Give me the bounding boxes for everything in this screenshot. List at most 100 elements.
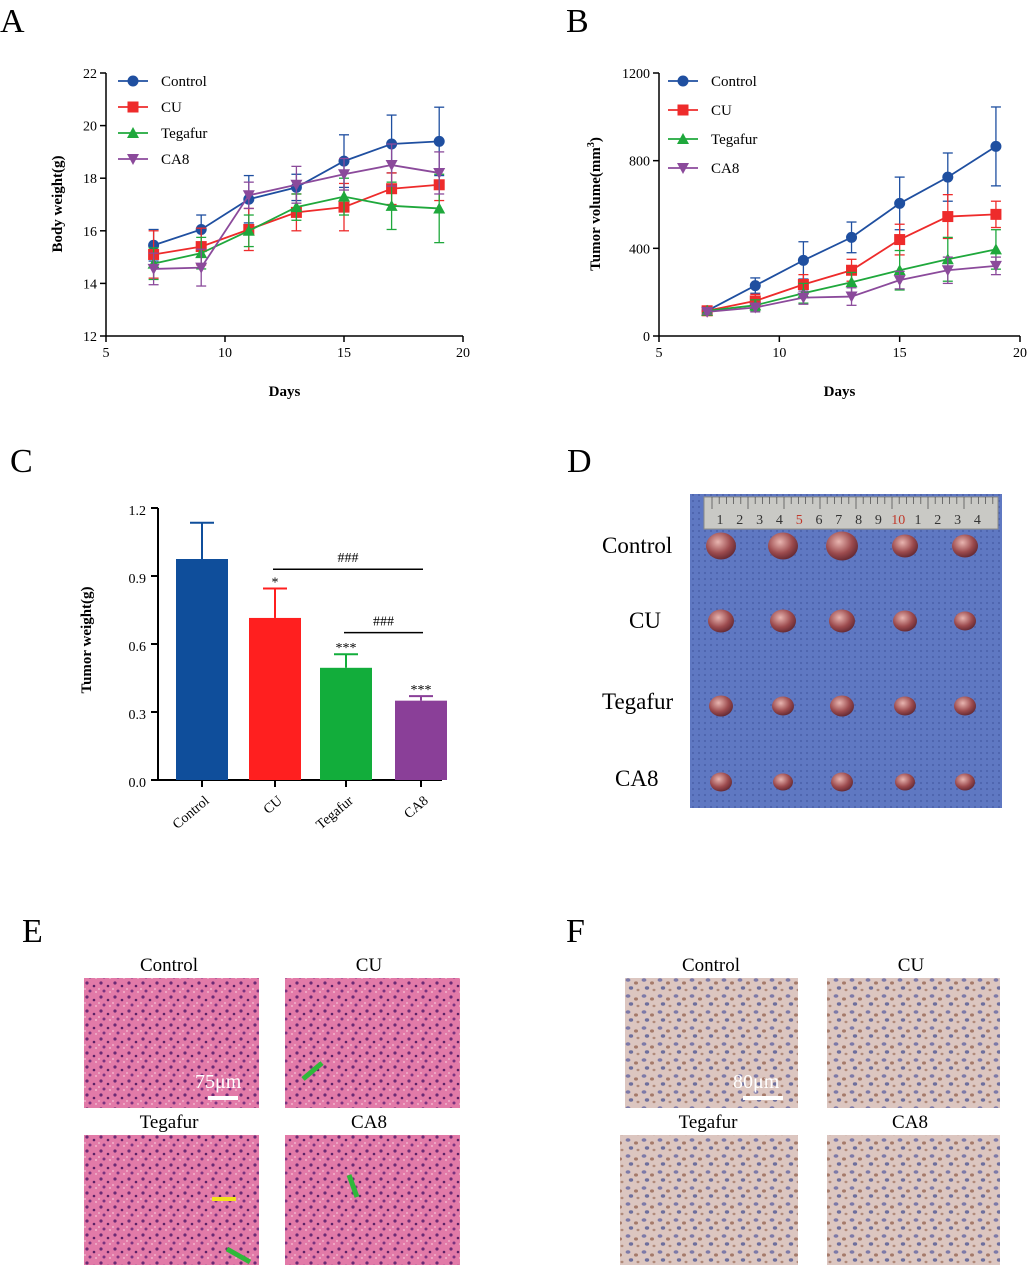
ruler-number: 3	[954, 513, 961, 528]
x-axis-title: Days	[269, 384, 301, 400]
ihc-image-tegafur	[620, 1135, 798, 1265]
legend-marker-ca8	[677, 163, 689, 174]
legend-marker-ca8	[127, 154, 139, 165]
x-axis-title: Days	[824, 384, 856, 400]
y-tick-label: 0.0	[129, 776, 147, 791]
y-axis-title: Tumor volume(mm3)	[586, 137, 604, 271]
bar-tegafur	[320, 667, 372, 780]
ruler-number: 5	[796, 513, 803, 528]
ruler-number: 8	[855, 513, 862, 528]
panel-letter-f: F	[566, 913, 585, 950]
green-arrow-cu	[301, 1061, 324, 1081]
ruler-number: 4	[974, 513, 981, 528]
legend-label-tegafur: Tegafur	[711, 132, 757, 148]
tumor-sample	[773, 773, 793, 791]
x-tick-label: 20	[456, 346, 470, 361]
chart-tumor-volume: 5 10 15 20 0 400 800 1200 Days Tumor volume(mm3) C…	[586, 67, 1027, 400]
x-tick-label: 10	[772, 346, 786, 361]
data-point-ca8	[797, 292, 810, 304]
legend-label-control: Control	[711, 74, 757, 90]
y-axis-title-end: )	[588, 137, 604, 142]
tumor-sample	[954, 696, 976, 716]
ruler-number: 1	[717, 513, 724, 528]
photo-row-label-control: Control	[602, 533, 672, 558]
data-point-cu	[990, 208, 1002, 220]
data-point-control	[433, 135, 445, 147]
ruler-number: 10	[891, 513, 905, 528]
ihc-scale-bar	[743, 1096, 783, 1100]
tumor-sample	[955, 773, 975, 791]
comparison-label: ###	[338, 551, 359, 566]
ihc-title-cu: CU	[898, 955, 925, 976]
data-point-tegafur	[385, 199, 398, 211]
data-point-cu	[846, 264, 858, 276]
tumor-sample	[709, 695, 733, 717]
significance-cu: *	[272, 575, 279, 590]
y-axis-title: Body weight(g)	[50, 155, 66, 252]
x-tick-label-cu: CU	[261, 794, 286, 818]
y-tick-label: 12	[83, 330, 97, 345]
tumor-rows	[706, 531, 978, 792]
ruler-number: 7	[835, 513, 842, 528]
chart-tumor-weight: 0.0 0.3 0.6 0.9 1.2 Tumor weight(g) Control * CU…	[79, 504, 447, 833]
legend-label-ca8: CA8	[161, 152, 189, 168]
tumor-sample	[708, 609, 734, 633]
y-axis-title-main: Body weight(g)	[50, 155, 66, 252]
bar-ca8	[395, 700, 447, 780]
tumor-sample	[893, 610, 917, 632]
ruler-number: 3	[756, 513, 763, 528]
bar-control	[176, 559, 228, 780]
y-tick-label: 14	[83, 277, 97, 292]
data-point-ca8	[749, 302, 762, 314]
y-tick-label: 1.2	[129, 504, 147, 519]
x-tick-label-ca8: CA8	[402, 794, 432, 822]
data-point-ca8	[385, 160, 398, 172]
data-point-ca8	[290, 179, 303, 191]
panel-letter-b: B	[566, 3, 589, 40]
green-arrow-tegafur	[225, 1246, 252, 1265]
he-scale-label: 75μm	[195, 1071, 242, 1093]
ihc-scale-label: 80μm	[733, 1071, 780, 1093]
he-scale-bar	[208, 1096, 238, 1100]
data-point-ca8	[989, 260, 1002, 272]
photo-row-label-cu: CU	[629, 608, 661, 633]
x-tick-label-control: Control	[170, 794, 212, 833]
data-point-tegafur	[845, 276, 858, 288]
panel-letter-e: E	[22, 913, 43, 950]
data-point-ca8	[338, 169, 350, 181]
tumor-sample	[829, 609, 855, 633]
data-point-ca8	[242, 190, 255, 202]
data-point-tegafur	[242, 224, 255, 236]
ruler-number: 1	[915, 513, 922, 528]
ihc-title-ca8: CA8	[892, 1112, 928, 1133]
data-point-control	[749, 280, 761, 292]
y-axis-title: Tumor weight(g)	[79, 586, 95, 693]
legend-marker-cu	[127, 101, 139, 113]
ihc-micrographs: Control CU Tegafur CA8 80μm	[620, 955, 1000, 1265]
data-point-ca8	[845, 291, 858, 303]
bar-cu	[249, 617, 301, 780]
legend-label-cu: CU	[161, 100, 182, 116]
tumor-photo-panel: 1 2 3 4 5 6 7 8 9 10 1 2 3 4	[690, 494, 1002, 808]
y-axis-title-superscript: 3	[586, 142, 597, 147]
legend-marker-control	[677, 75, 689, 87]
he-image-cu	[285, 978, 460, 1108]
x-tick-label: 20	[1013, 346, 1027, 361]
data-point-tegafur	[338, 190, 350, 202]
y-tick-label: 16	[83, 225, 97, 240]
panel-letter-d: D	[567, 443, 592, 480]
ihc-image-control	[625, 978, 798, 1108]
legend-marker-tegafur	[127, 127, 139, 138]
tumor-sample	[895, 773, 915, 791]
tumor-sample	[830, 695, 854, 717]
ihc-image-cu	[827, 978, 1000, 1108]
ruler-number: 4	[776, 513, 783, 528]
data-point-tegafur	[893, 264, 906, 276]
data-point-ca8	[433, 167, 446, 179]
legend-label-tegafur: Tegafur	[161, 126, 207, 142]
data-point-ca8	[195, 262, 208, 274]
tumor-sample	[706, 532, 736, 560]
data-point-cu	[942, 211, 954, 223]
legend-marker-cu	[677, 104, 689, 116]
